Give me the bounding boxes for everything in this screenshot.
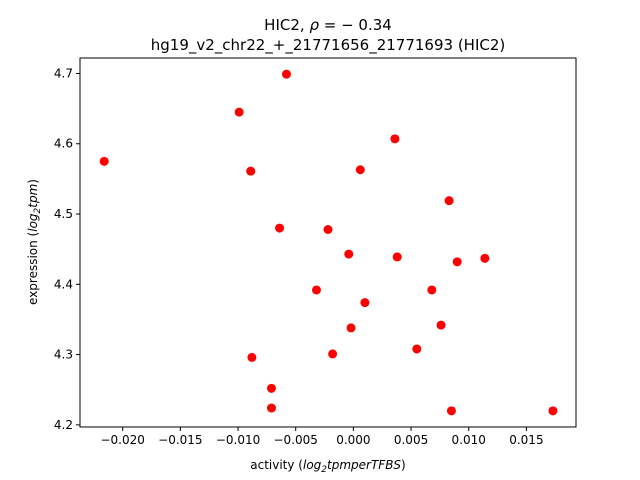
data-point xyxy=(360,298,370,308)
data-point xyxy=(323,224,333,234)
y-tick-label: 4.2 xyxy=(54,418,73,432)
data-point xyxy=(266,403,276,413)
axis-ticks: −0.020 −0.015 −0.010 −0.005 0.000 0.005 0.010 0… xyxy=(54,66,544,447)
plot-area: −0.020 −0.015 −0.010 −0.005 0.000 0.005 0.010 0… xyxy=(54,57,577,447)
axes-frame xyxy=(79,57,577,428)
data-point xyxy=(446,406,456,416)
data-point xyxy=(247,352,257,362)
y-tick-label: 4.5 xyxy=(54,207,73,221)
data-point xyxy=(480,253,490,263)
x-tick-label: −0.015 xyxy=(158,433,202,447)
data-point xyxy=(311,285,321,295)
x-tick-label: 0.015 xyxy=(509,433,543,447)
data-point xyxy=(99,156,109,166)
data-point xyxy=(444,196,454,206)
y-tick-label: 4.6 xyxy=(54,137,73,151)
y-tick-label: 4.7 xyxy=(54,66,73,80)
y-tick-label: 4.3 xyxy=(54,348,73,362)
y-tick-label: 4.4 xyxy=(54,277,73,291)
data-point xyxy=(346,323,356,333)
data-point xyxy=(281,69,291,79)
x-tick-label: 0.000 xyxy=(336,433,370,447)
x-tick-label: −0.020 xyxy=(100,433,144,447)
chart-subtitle: hg19_v2_chr22_+_21771656_21771693 (HIC2) xyxy=(151,36,506,55)
data-point xyxy=(234,107,244,117)
data-point xyxy=(436,320,446,330)
data-point xyxy=(328,349,338,359)
x-tick-label: −0.005 xyxy=(273,433,317,447)
chart-title: HIC2, ρ = − 0.34 xyxy=(264,16,392,34)
data-point xyxy=(390,134,400,144)
data-point xyxy=(548,406,558,416)
data-point xyxy=(392,252,402,262)
data-point xyxy=(344,249,354,259)
data-point xyxy=(427,285,437,295)
data-point xyxy=(452,257,462,267)
data-point xyxy=(246,166,256,176)
data-point xyxy=(266,383,276,393)
data-point xyxy=(355,165,365,175)
data-point xyxy=(275,223,285,233)
data-point xyxy=(412,344,422,354)
x-tick-label: 0.010 xyxy=(452,433,486,447)
x-tick-label: −0.010 xyxy=(216,433,260,447)
x-tick-label: 0.005 xyxy=(394,433,428,447)
y-axis-label: expression (log2tpm) xyxy=(26,179,43,305)
data-points xyxy=(99,69,558,416)
x-axis-label: activity (log2tpmperTFBS) xyxy=(250,458,405,475)
